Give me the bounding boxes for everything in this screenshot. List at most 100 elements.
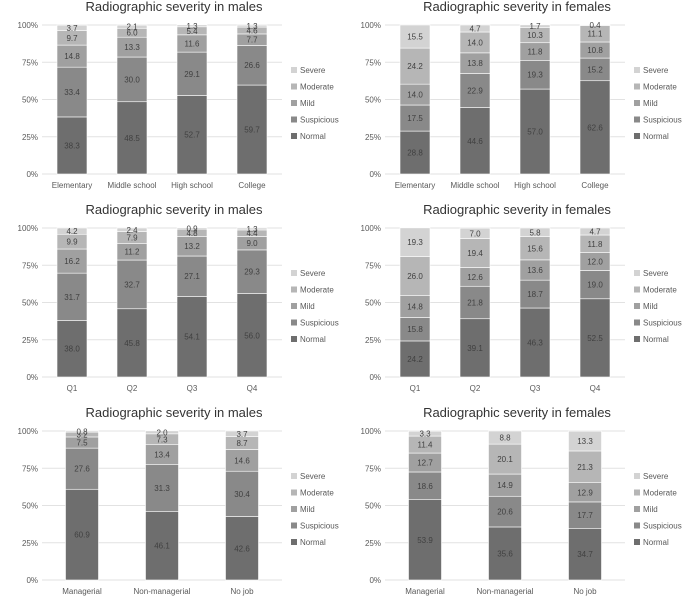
legend-label-normal: Normal (643, 132, 669, 141)
data-label: 38.3 (64, 141, 80, 150)
data-label: 14.6 (234, 456, 250, 465)
bar-segment-severe-elementary (399, 24, 431, 49)
bar-segment-normal-high-school (519, 88, 551, 175)
x-tick-label: Managerial (405, 587, 445, 596)
legend-label-normal: Normal (643, 538, 669, 547)
data-label: 26.0 (407, 272, 423, 281)
bar-segment-severe-college (236, 24, 268, 28)
chart-title: Radiographic severity in males (85, 0, 263, 14)
bar-segment-severe-q1 (399, 227, 431, 257)
data-label: 14.9 (497, 481, 513, 490)
x-tick-label: Middle school (108, 181, 157, 190)
bar-segment-normal-q4 (579, 298, 611, 378)
legend-swatch-moderate (634, 83, 640, 90)
y-tick-label: 50% (365, 502, 381, 511)
data-label: 26.6 (244, 61, 260, 70)
data-label: 4.7 (589, 228, 601, 237)
data-label: 4.2 (66, 227, 78, 236)
chart-panel-occupation-males: Radiographic severity in males 0% 25% 50% 75… (18, 406, 339, 596)
data-label: 18.7 (527, 290, 543, 299)
data-label: 8.7 (236, 439, 248, 448)
bar-segment-severe-q2 (459, 227, 491, 239)
legend-label-suspicious: Suspicious (300, 116, 339, 125)
legend-label-moderate: Moderate (643, 489, 677, 498)
data-label: 3.2 (76, 431, 88, 440)
bar-segment-suspicious-elementary (56, 66, 88, 118)
bar-segment-moderate-non-managerial (488, 443, 522, 475)
x-tick-label: Elementary (52, 181, 92, 190)
data-label: 4.8 (186, 229, 198, 238)
data-label: 56.0 (244, 331, 260, 340)
data-label: 19.3 (527, 71, 543, 80)
bar-segment-severe-elementary (56, 24, 88, 31)
legend-swatch-suspicious (634, 116, 640, 123)
data-label: 62.6 (587, 123, 603, 132)
x-tick-label: Q3 (530, 384, 541, 393)
data-label: 1.3 (186, 22, 198, 31)
data-label: 7.7 (246, 36, 258, 45)
x-tick-label: College (581, 181, 609, 190)
legend-label-moderate: Moderate (300, 83, 334, 92)
bar-segment-severe-q2 (116, 227, 148, 232)
data-label: 7.9 (126, 233, 138, 242)
data-label: 7.3 (156, 435, 168, 444)
legend-label-mild: Mild (643, 302, 658, 311)
legend-swatch-moderate (291, 286, 297, 293)
legend-label-suspicious: Suspicious (643, 319, 682, 328)
chart-panel-education-males: Radiographic severity in males 0% 25% 50% 75… (18, 0, 339, 190)
data-label: 15.5 (407, 33, 423, 42)
data-label: 22.9 (467, 86, 483, 95)
x-tick-label: No job (230, 587, 254, 596)
data-label: 16.2 (64, 257, 80, 266)
bar-segment-moderate-q2 (459, 238, 491, 268)
bar-segment-suspicious-managerial (408, 471, 442, 500)
bar-segment-suspicious-q1 (56, 272, 88, 321)
data-label: 14.0 (467, 38, 483, 47)
data-label: 4.7 (469, 25, 481, 34)
legend-label-normal: Normal (643, 335, 669, 344)
x-tick-label: Managerial (62, 587, 102, 596)
y-tick-label: 50% (22, 299, 38, 308)
legend-swatch-suspicious (291, 116, 297, 123)
legend-label-mild: Mild (300, 99, 315, 108)
x-tick-label: Q4 (590, 384, 601, 393)
bar-segment-suspicious-middle-school (116, 56, 148, 103)
y-tick-label: 75% (22, 464, 38, 473)
y-tick-label: 100% (18, 21, 38, 30)
data-label: 2.4 (126, 226, 138, 235)
chart-title: Radiographic severity in males (85, 203, 263, 217)
data-label: 42.6 (234, 544, 250, 553)
y-tick-label: 75% (22, 261, 38, 270)
x-tick-label: No job (573, 587, 597, 596)
bar-segment-severe-non-managerial (488, 430, 522, 445)
data-label: 15.6 (527, 244, 543, 253)
data-label: 3.3 (419, 430, 431, 439)
data-label: 48.5 (124, 134, 140, 143)
bar-segment-mild-q1 (56, 248, 88, 274)
bar-segment-normal-middle-school (116, 101, 148, 175)
bar-segment-severe-no-job (225, 430, 259, 437)
legend-label-suspicious: Suspicious (300, 319, 339, 328)
chart-panel-quartile-males: Radiographic severity in males 0% 25% 50% 75… (18, 203, 339, 393)
x-tick-label: Non-managerial (134, 587, 191, 596)
data-label: 29.1 (184, 70, 200, 79)
legend-swatch-normal (634, 133, 640, 139)
legend-label-mild: Mild (300, 302, 315, 311)
bar-segment-normal-non-managerial (145, 511, 179, 581)
x-tick-label: Q4 (247, 384, 258, 393)
bar-segment-suspicious-q3 (519, 279, 551, 309)
legend-label-severe: Severe (300, 66, 326, 75)
bar-segment-normal-no-job (225, 516, 259, 581)
data-label: 10.3 (527, 31, 543, 40)
data-label: 3.7 (66, 24, 78, 33)
chart-title: Radiographic severity in females (423, 406, 611, 420)
bar-segment-normal-q2 (116, 308, 148, 378)
data-label: 14.8 (64, 52, 80, 61)
y-tick-label: 25% (365, 336, 381, 345)
data-label: 21.3 (577, 463, 593, 472)
legend-swatch-severe (634, 473, 640, 479)
legend-label-normal: Normal (300, 538, 326, 547)
data-label: 12.9 (577, 488, 593, 497)
data-label: 7.5 (76, 439, 88, 448)
bar-segment-severe-q1 (56, 227, 88, 235)
